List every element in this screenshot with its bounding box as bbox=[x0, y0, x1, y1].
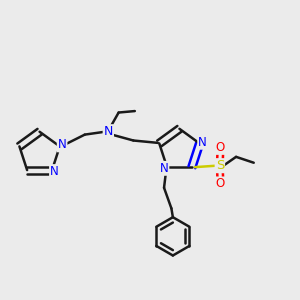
Text: N: N bbox=[103, 125, 113, 138]
Text: O: O bbox=[216, 177, 225, 190]
Text: N: N bbox=[58, 138, 67, 152]
Text: N: N bbox=[160, 162, 168, 175]
Text: S: S bbox=[216, 159, 224, 172]
Text: N: N bbox=[198, 136, 207, 149]
Text: O: O bbox=[216, 141, 225, 154]
Text: N: N bbox=[50, 165, 59, 178]
